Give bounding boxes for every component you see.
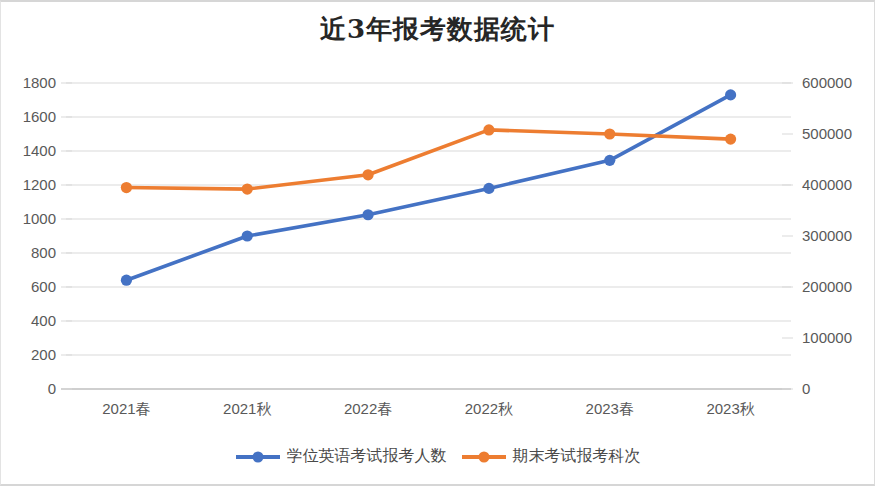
series-point [725,134,736,145]
left-axis-tick-label: 200 [31,346,56,363]
right-axis-tick-label: 200000 [802,278,852,295]
left-axis-tick-label: 600 [31,278,56,295]
series-point [362,209,373,220]
series-point [483,183,494,194]
legend-label-final-exam: 期末考试报考科次 [513,446,641,467]
x-axis-label: 2023春 [586,400,634,417]
right-axis-tick-label: 300000 [802,227,852,244]
x-axis-label: 2022秋 [465,400,513,417]
legend-line-marker-icon [235,451,281,463]
series-point [242,230,253,241]
right-axis-tick-label: 400000 [802,176,852,193]
right-axis-tick-label: 600000 [802,74,852,91]
legend-line-marker-icon [461,451,507,463]
left-axis-tick-label: 1600 [23,108,56,125]
series-point [604,128,615,139]
line-chart-plot-area: 0 200 400 600 800 1000 1200 1400 1600 1800 0 100000… [1,2,875,486]
x-axis-label: 2022春 [344,400,392,417]
legend-label-degree-english-exam: 学位英语考试报考人数 [287,446,447,467]
series-point [483,124,494,135]
left-axis-tick-label: 0 [48,380,56,397]
series-point [121,182,132,193]
series-point [362,169,373,180]
series-point [604,155,615,166]
left-axis-tick-label: 400 [31,312,56,329]
left-axis-tick-label: 1000 [23,210,56,227]
chart-legend: 学位英语考试报考人数 期末考试报考科次 [1,446,874,467]
x-axis-label: 2021秋 [223,400,271,417]
left-axis-tick-label: 1800 [23,74,56,91]
series-point [725,89,736,100]
left-axis-tick-label: 1200 [23,176,56,193]
left-axis-tick-label: 1400 [23,142,56,159]
series-point [242,183,253,194]
x-axis-label: 2023秋 [706,400,754,417]
right-axis-tick-label: 100000 [802,329,852,346]
legend-item-final-exam: 期末考试报考科次 [461,446,641,467]
chart-container: 近3年报考数据统计 020040060080010001200140016001… [0,0,875,486]
right-axis-tick-label: 0 [802,380,810,397]
series-line-final-exam [126,130,730,189]
left-axis-tick-label: 800 [31,244,56,261]
series-point [121,275,132,286]
legend-item-degree-english-exam: 学位英语考试报考人数 [235,446,447,467]
x-axis-label: 2021春 [102,400,150,417]
right-axis-tick-label: 500000 [802,125,852,142]
